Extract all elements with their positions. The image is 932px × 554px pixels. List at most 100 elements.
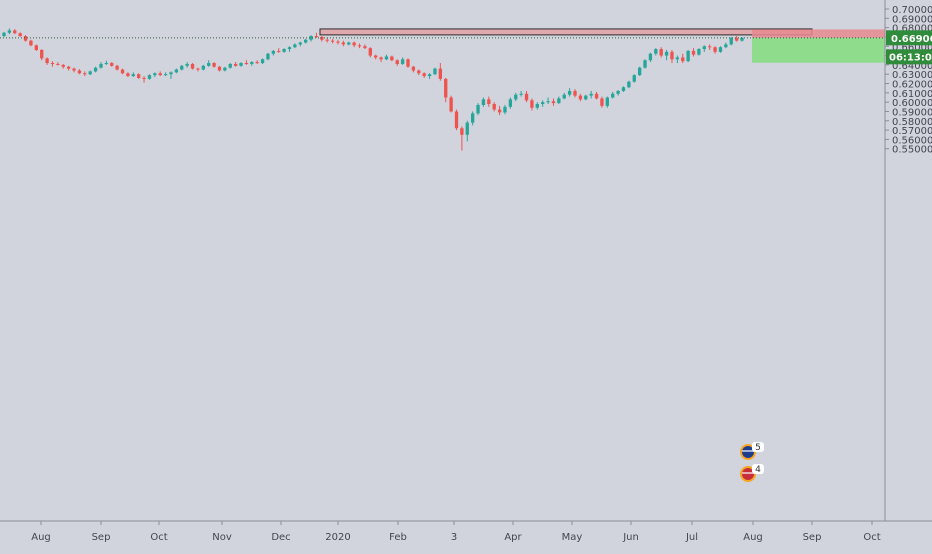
candle-body — [541, 102, 545, 105]
candle — [228, 63, 232, 69]
candle — [562, 92, 566, 100]
price-axis[interactable]: 0.700000.690000.680000.670000.660000.650… — [885, 5, 932, 156]
candle — [729, 36, 733, 46]
candle-body — [729, 37, 733, 45]
resistance-zone[interactable] — [319, 28, 813, 36]
candle-body — [255, 62, 259, 64]
candle-body — [578, 95, 583, 100]
candle — [163, 72, 168, 77]
candle-body — [664, 51, 669, 56]
candle — [255, 60, 259, 64]
y-tick-label: 0.64000 — [892, 61, 932, 72]
flag-stripe — [742, 472, 754, 474]
candle-body — [503, 106, 507, 113]
x-tick-label: May — [562, 532, 583, 543]
candle-body — [147, 75, 152, 79]
candle — [384, 54, 389, 61]
candle-body — [40, 49, 44, 59]
candle — [444, 77, 448, 103]
candle-body — [417, 70, 421, 74]
y-tick-label: 0.56000 — [892, 135, 932, 146]
candle-body — [110, 63, 114, 66]
candle — [120, 68, 125, 75]
candle — [503, 104, 507, 115]
candle — [460, 126, 464, 151]
badge-count-pill — [752, 464, 764, 474]
candle — [492, 102, 496, 112]
candle-body — [546, 101, 550, 103]
candle-body — [7, 30, 12, 33]
candle-body — [605, 97, 609, 106]
candle — [497, 105, 502, 116]
candle — [406, 58, 410, 68]
candle-body — [470, 113, 475, 123]
candle-body — [303, 39, 308, 43]
event-badge[interactable]: 4 — [740, 464, 764, 482]
candle-body — [438, 68, 443, 79]
candle-body — [271, 50, 276, 54]
candle-body — [169, 72, 173, 75]
x-tick-label: Oct — [863, 532, 880, 543]
candle — [589, 90, 593, 99]
candle-body — [277, 50, 281, 52]
candle — [541, 100, 545, 107]
y-tick-label: 0.69000 — [892, 14, 932, 25]
time-axis[interactable]: Aug Sep Oct Nov Dec 2020 Feb 3 Apr May Jun Jul Aug Se… — [31, 521, 881, 543]
candle — [417, 69, 421, 76]
candle — [567, 88, 572, 97]
y-tick-label: 0.58000 — [892, 117, 932, 128]
candle — [212, 62, 216, 68]
badge-count: 5 — [755, 443, 761, 453]
candle-body — [244, 63, 249, 65]
candle-body — [228, 63, 232, 68]
candle-body — [180, 65, 184, 70]
candle-body — [562, 94, 566, 99]
candle — [352, 41, 356, 48]
candle-body — [454, 111, 459, 129]
event-badge[interactable]: 5 — [740, 442, 764, 460]
candle — [93, 66, 98, 73]
countdown-badge — [886, 49, 932, 65]
candle-body — [648, 53, 653, 61]
candle-body — [697, 49, 701, 55]
candle-body — [519, 93, 523, 95]
candle-body — [589, 93, 593, 96]
candle — [411, 65, 416, 73]
candle-body — [131, 74, 135, 77]
candle — [508, 97, 513, 109]
candle-body — [395, 60, 399, 64]
y-tick-label: 0.60000 — [892, 98, 932, 109]
candle — [449, 95, 453, 113]
candle — [131, 72, 135, 77]
candle — [627, 80, 631, 89]
candle-body — [632, 75, 636, 82]
candle — [454, 109, 459, 131]
x-tick-label: Oct — [150, 532, 167, 543]
x-tick-label: Sep — [92, 532, 111, 543]
candle — [584, 94, 588, 101]
candle-body — [99, 63, 103, 68]
candle-body — [185, 63, 189, 66]
candle — [83, 71, 87, 77]
candle — [659, 47, 663, 58]
candle — [330, 38, 335, 44]
candle — [438, 63, 443, 81]
candle-body — [718, 47, 723, 52]
candle-body — [158, 73, 162, 76]
candle-body — [481, 99, 486, 105]
candle-body — [567, 90, 572, 95]
candle-body — [309, 36, 313, 40]
take-profit-zone[interactable] — [752, 37, 885, 63]
stop-loss-zone[interactable] — [752, 29, 885, 38]
candle — [282, 48, 286, 53]
candle-body — [449, 97, 453, 112]
candle — [422, 72, 426, 78]
candle — [379, 56, 383, 63]
candle-body — [444, 78, 448, 98]
x-tick-label: 3 — [451, 532, 457, 543]
candle — [271, 49, 276, 56]
candle — [266, 52, 270, 61]
candle — [309, 35, 313, 42]
